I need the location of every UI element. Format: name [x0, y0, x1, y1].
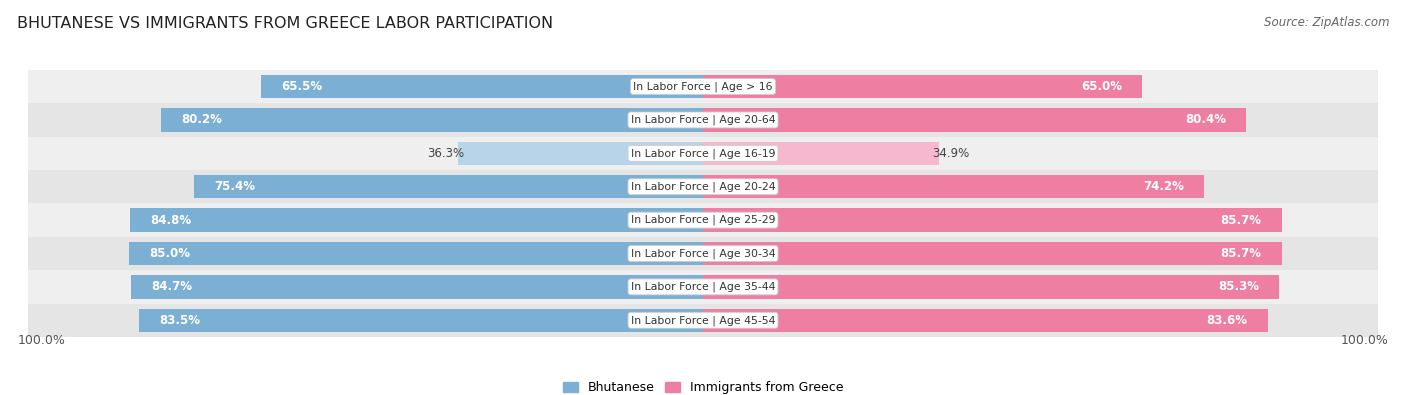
- Text: 85.3%: 85.3%: [1218, 280, 1258, 293]
- Text: In Labor Force | Age 45-54: In Labor Force | Age 45-54: [631, 315, 775, 325]
- Text: 83.5%: 83.5%: [159, 314, 200, 327]
- Text: 75.4%: 75.4%: [214, 180, 254, 193]
- Bar: [703, 308, 1268, 332]
- Text: In Labor Force | Age 20-64: In Labor Force | Age 20-64: [631, 115, 775, 125]
- Bar: [703, 275, 1279, 299]
- Text: 80.2%: 80.2%: [181, 113, 222, 126]
- Text: 80.4%: 80.4%: [1185, 113, 1226, 126]
- Text: 65.5%: 65.5%: [281, 80, 322, 93]
- Text: In Labor Force | Age 16-19: In Labor Force | Age 16-19: [631, 148, 775, 159]
- Text: 84.8%: 84.8%: [150, 214, 191, 227]
- Bar: [131, 275, 703, 299]
- Text: In Labor Force | Age > 16: In Labor Force | Age > 16: [633, 81, 773, 92]
- Text: BHUTANESE VS IMMIGRANTS FROM GREECE LABOR PARTICIPATION: BHUTANESE VS IMMIGRANTS FROM GREECE LABO…: [17, 16, 553, 31]
- Bar: [28, 237, 1378, 270]
- Bar: [703, 209, 1282, 232]
- Text: In Labor Force | Age 20-24: In Labor Force | Age 20-24: [631, 181, 775, 192]
- Bar: [703, 142, 939, 165]
- Text: 65.0%: 65.0%: [1081, 80, 1122, 93]
- Bar: [28, 170, 1378, 203]
- Bar: [28, 270, 1378, 304]
- Bar: [28, 203, 1378, 237]
- Text: In Labor Force | Age 25-29: In Labor Force | Age 25-29: [631, 215, 775, 226]
- Text: 100.0%: 100.0%: [1341, 335, 1389, 348]
- Bar: [28, 137, 1378, 170]
- Text: In Labor Force | Age 30-34: In Labor Force | Age 30-34: [631, 248, 775, 259]
- Bar: [703, 175, 1204, 198]
- Bar: [28, 103, 1378, 137]
- Bar: [162, 108, 703, 132]
- Bar: [458, 142, 703, 165]
- Bar: [28, 70, 1378, 103]
- Bar: [703, 108, 1246, 132]
- Text: 100.0%: 100.0%: [17, 335, 65, 348]
- Bar: [28, 304, 1378, 337]
- Bar: [131, 209, 703, 232]
- Bar: [703, 242, 1282, 265]
- Bar: [139, 308, 703, 332]
- Text: 84.7%: 84.7%: [152, 280, 193, 293]
- Text: In Labor Force | Age 35-44: In Labor Force | Age 35-44: [631, 282, 775, 292]
- Text: 83.6%: 83.6%: [1206, 314, 1247, 327]
- Bar: [703, 75, 1142, 98]
- Text: 34.9%: 34.9%: [932, 147, 969, 160]
- Bar: [194, 175, 703, 198]
- Text: 85.0%: 85.0%: [149, 247, 190, 260]
- Text: 74.2%: 74.2%: [1143, 180, 1184, 193]
- Text: 85.7%: 85.7%: [1220, 247, 1261, 260]
- Bar: [129, 242, 703, 265]
- Legend: Bhutanese, Immigrants from Greece: Bhutanese, Immigrants from Greece: [558, 376, 848, 395]
- Text: 85.7%: 85.7%: [1220, 214, 1261, 227]
- Bar: [260, 75, 703, 98]
- Text: Source: ZipAtlas.com: Source: ZipAtlas.com: [1264, 16, 1389, 29]
- Text: 36.3%: 36.3%: [427, 147, 464, 160]
